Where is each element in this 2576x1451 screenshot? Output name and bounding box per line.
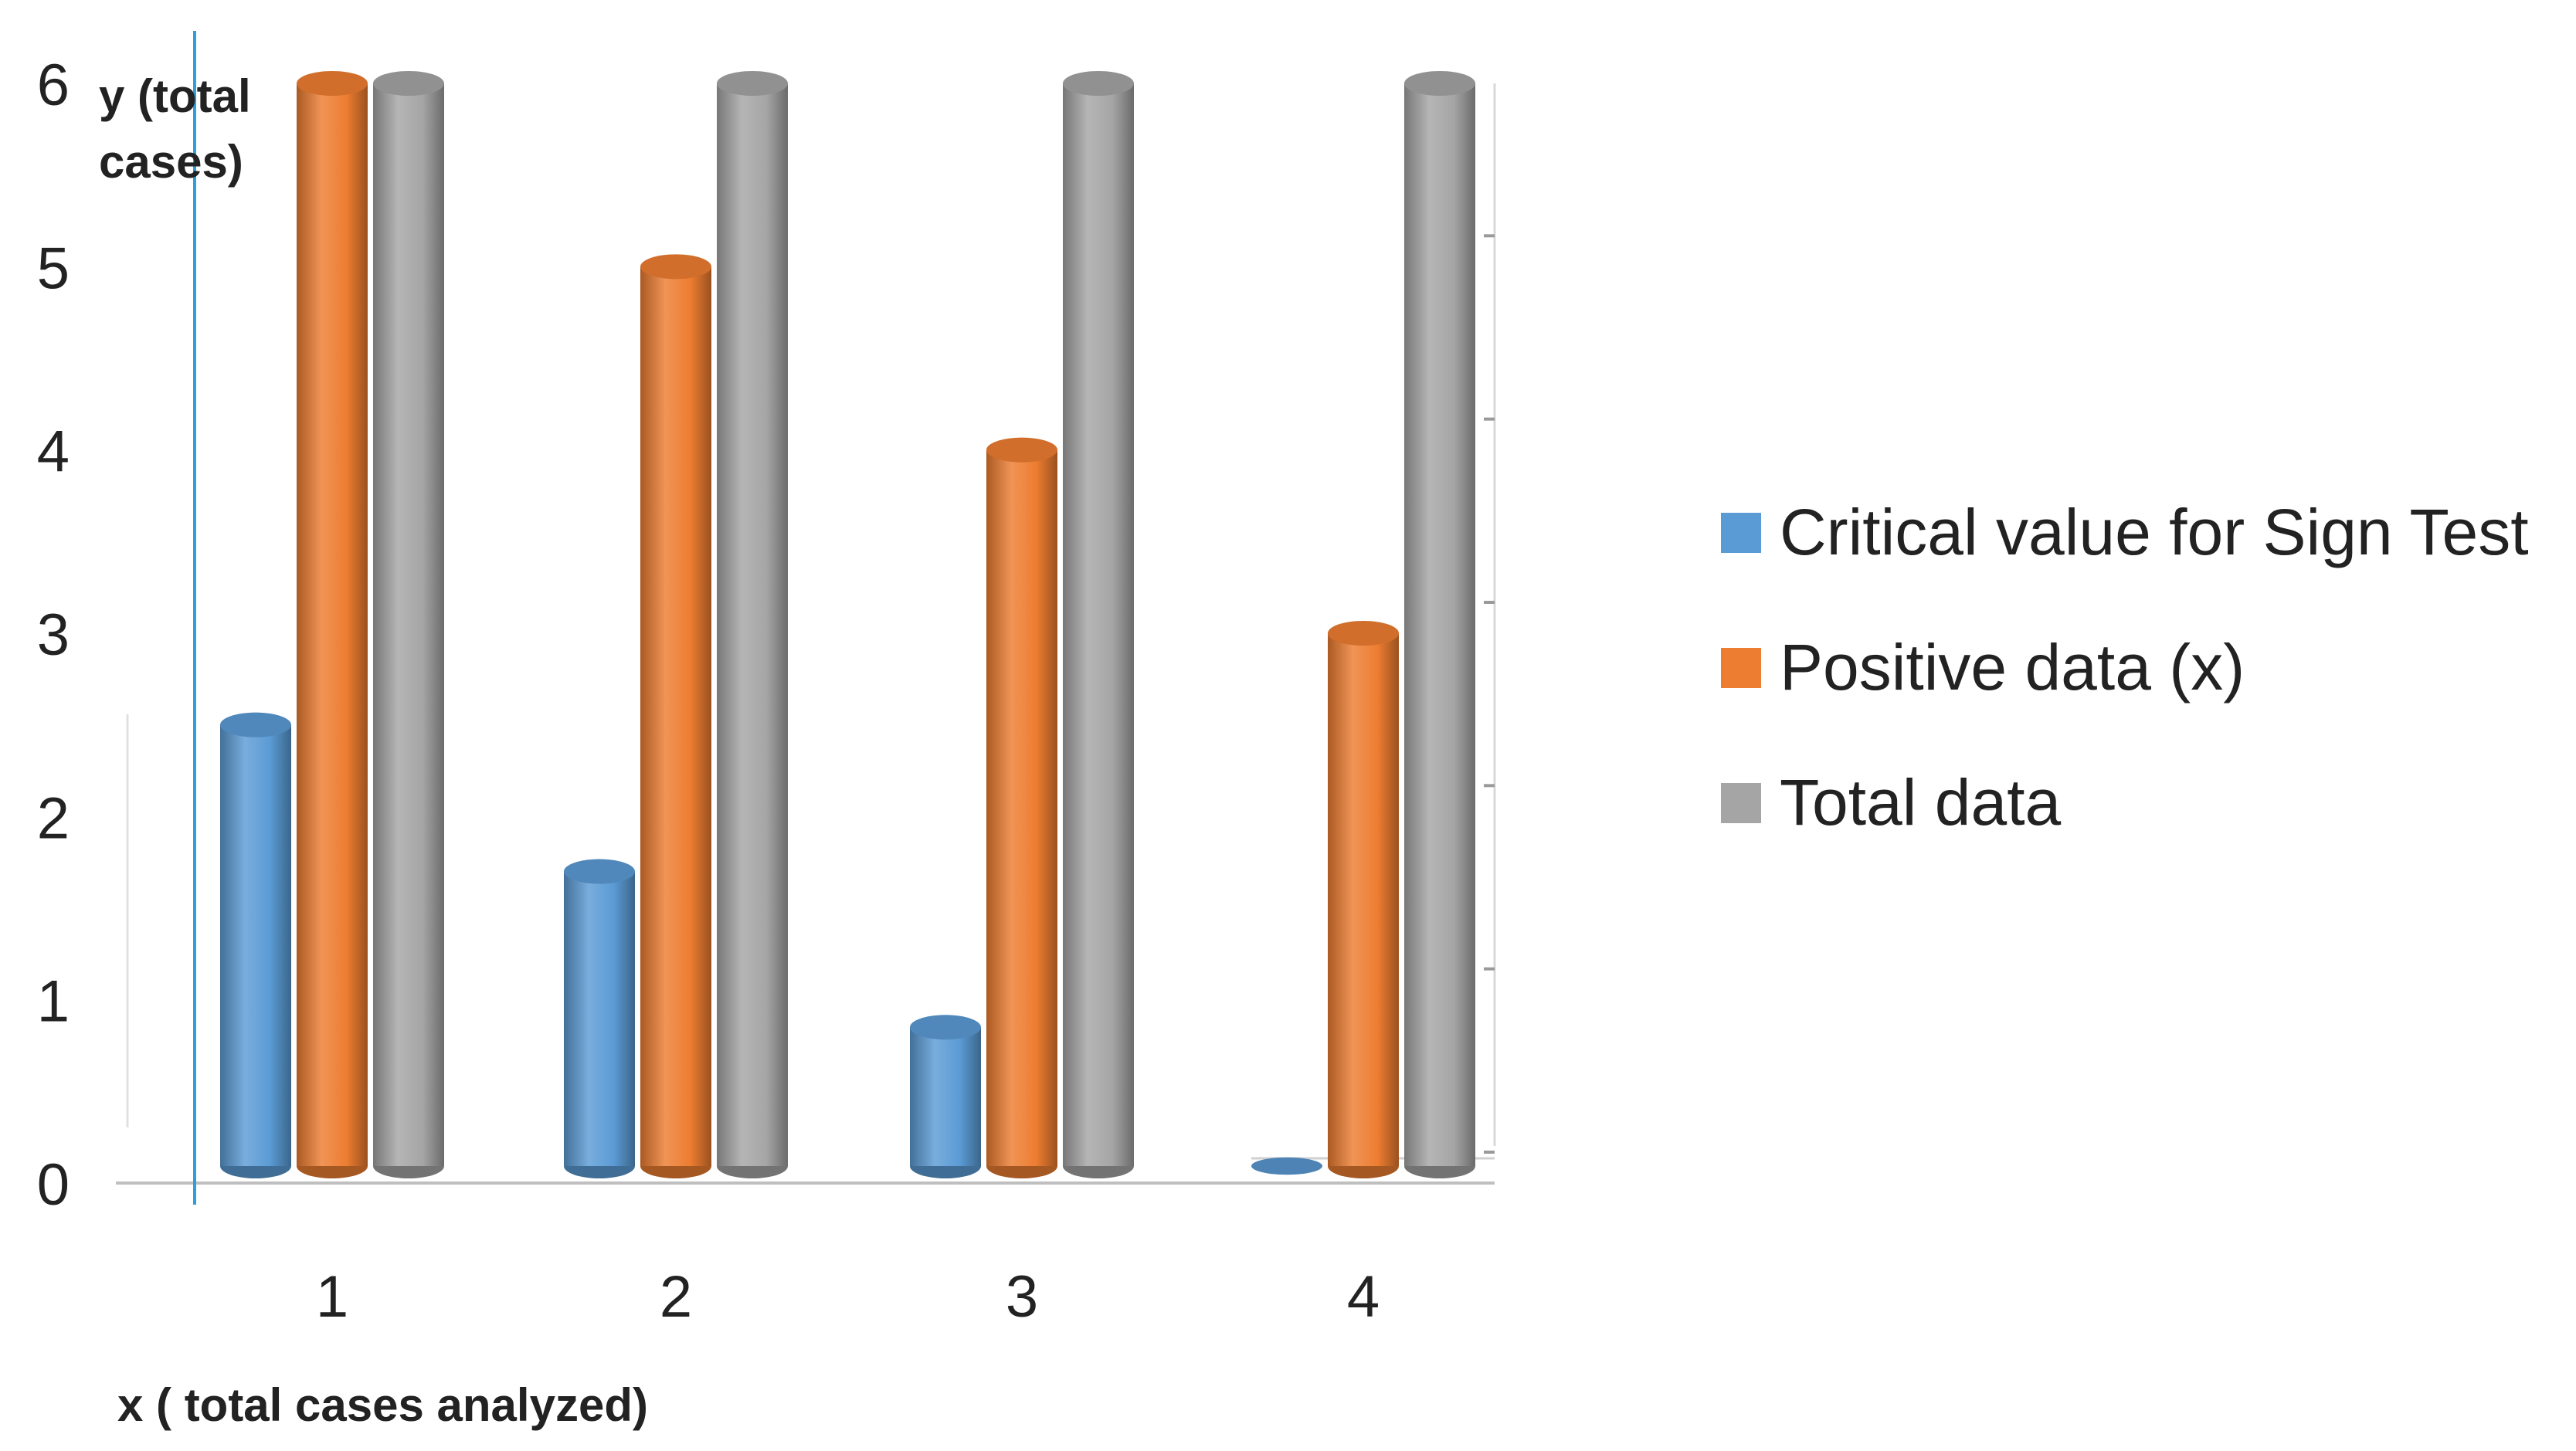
- legend-label: Positive data (x): [1780, 631, 2245, 703]
- bar-total-data-2: [717, 71, 788, 1178]
- y-tick-label: 1: [37, 969, 70, 1035]
- x-tick-label: 4: [1347, 1264, 1380, 1330]
- y-tick-label: 2: [37, 785, 70, 851]
- bar-critical-value-1: [220, 712, 291, 1178]
- bar-total-data-1: [373, 71, 444, 1178]
- legend-swatch: [1721, 513, 1761, 553]
- y-tick-label: 5: [37, 236, 70, 301]
- bar-positive-data-4: [1328, 621, 1399, 1178]
- bars: [220, 71, 1475, 1178]
- bar-critical-value-2: [564, 859, 635, 1178]
- legend-swatch: [1721, 783, 1761, 823]
- legend: Critical value for Sign Test Positive dat…: [1721, 496, 2529, 839]
- y-tick-label: 3: [37, 602, 70, 668]
- plot-frame: [116, 31, 1496, 1205]
- x-tick-label: 2: [660, 1264, 692, 1330]
- legend-swatch: [1721, 648, 1761, 688]
- bar-total-data-3: [1063, 71, 1134, 1178]
- y-tick-labels: 0 1 2 3 4 5 6: [37, 53, 70, 1218]
- y-axis-title-line-2: cases): [99, 136, 243, 188]
- y-tick-label: 4: [37, 419, 70, 485]
- bar-critical-value-4: [1251, 1157, 1322, 1175]
- bar-positive-data-3: [986, 437, 1057, 1178]
- y-tick-label: 6: [37, 53, 70, 118]
- x-tick-labels: 1 2 3 4: [316, 1264, 1380, 1330]
- bar-positive-data-2: [640, 254, 711, 1178]
- bar-positive-data-1: [297, 71, 368, 1178]
- bar-total-data-4: [1404, 71, 1475, 1178]
- x-tick-label: 1: [316, 1264, 348, 1330]
- legend-label: Total data: [1780, 766, 2062, 839]
- x-axis-title: x ( total cases analyzed): [117, 1379, 648, 1431]
- y-axis-title-line-1: y (total: [99, 70, 251, 122]
- legend-label: Critical value for Sign Test: [1780, 496, 2529, 568]
- bar-critical-value-3: [910, 1015, 981, 1178]
- y-tick-label: 0: [37, 1152, 70, 1218]
- x-tick-label: 3: [1006, 1264, 1038, 1330]
